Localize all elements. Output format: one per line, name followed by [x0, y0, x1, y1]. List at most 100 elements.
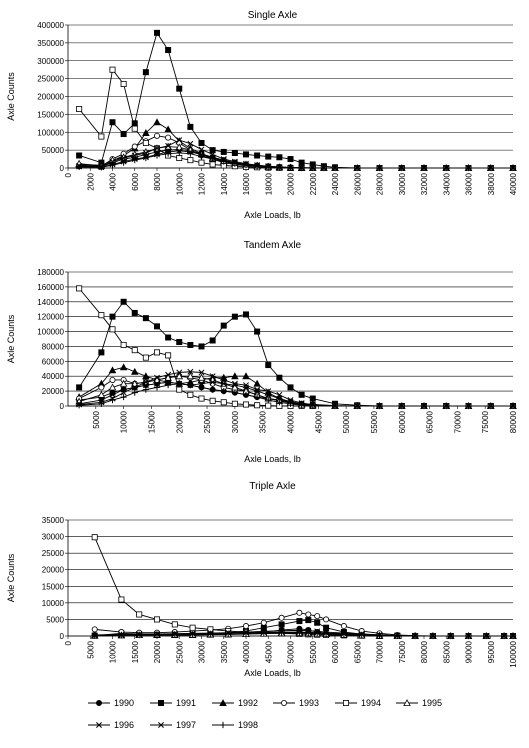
data-point — [298, 391, 305, 398]
x-axis-label: Axle Loads, lb — [244, 210, 301, 220]
legend-item-1991: 1991 — [150, 698, 196, 708]
data-point — [76, 285, 83, 292]
y-tick-label: 20000 — [42, 566, 65, 575]
series-1991 — [76, 29, 516, 171]
y-tick-label: 15000 — [42, 582, 65, 591]
series-line — [79, 381, 513, 407]
data-point — [109, 158, 116, 165]
y-tick-label: 180000 — [37, 268, 64, 277]
data-point — [171, 621, 178, 628]
data-point — [164, 125, 172, 133]
data-point — [119, 363, 128, 371]
data-point — [187, 368, 194, 375]
data-point — [197, 373, 206, 381]
data-point — [420, 164, 428, 172]
series-1992 — [75, 118, 517, 172]
data-point — [198, 343, 205, 350]
x-tick-label: 65000 — [426, 410, 435, 433]
data-point — [331, 164, 339, 172]
data-point — [198, 380, 205, 387]
data-point — [323, 616, 330, 623]
data-point — [254, 163, 261, 170]
data-point — [314, 630, 321, 637]
data-point — [142, 354, 149, 361]
data-point — [187, 382, 194, 389]
data-point — [76, 152, 83, 159]
data-point — [331, 402, 339, 410]
data-point — [109, 66, 116, 73]
data-point — [443, 164, 450, 172]
series-1998 — [76, 149, 517, 172]
x-tick-label: 14000 — [220, 172, 229, 195]
data-point — [131, 347, 138, 354]
legend-marker — [95, 700, 102, 706]
x-tick-label: 25000 — [203, 410, 212, 433]
legend-marker-circle-open — [273, 700, 295, 706]
y-tick-label: 50000 — [42, 146, 65, 155]
data-point — [165, 47, 172, 54]
data-point — [394, 632, 401, 639]
data-point — [198, 369, 205, 376]
x-tick-label: 5000 — [86, 640, 95, 658]
data-point — [265, 388, 272, 395]
data-point — [231, 372, 239, 380]
x-tick-label: 0 — [64, 640, 73, 645]
data-point — [309, 164, 316, 172]
x-tick-label: 35000 — [220, 640, 229, 663]
x-tick-label: 40000 — [287, 410, 296, 433]
x-tick-label: 30000 — [231, 410, 240, 433]
data-point — [142, 150, 149, 156]
legend-label: 1990 — [114, 698, 135, 708]
series-line — [78, 31, 513, 169]
x-tick-label: 45000 — [264, 640, 273, 663]
data-point — [265, 362, 272, 369]
legend: 1990 1991 1992 1993 1994 1995 1996 1997 … — [0, 684, 529, 744]
y-tick-label: 80000 — [42, 342, 65, 351]
data-point — [118, 632, 125, 639]
x-tick-label: 30000 — [398, 172, 407, 195]
y-tick-label: 60000 — [42, 357, 65, 366]
data-point — [429, 632, 436, 640]
chart-title: Single Axle — [248, 10, 298, 21]
legend-marker-circle — [88, 700, 110, 706]
data-point — [323, 630, 330, 637]
x-tick-label: 70000 — [453, 410, 462, 433]
y-tick-label: 100000 — [37, 128, 64, 137]
x-tick-label: 55000 — [309, 640, 318, 663]
series-1995 — [75, 142, 517, 172]
data-point — [91, 534, 98, 541]
x-tick-label: 80000 — [509, 410, 518, 433]
x-tick-label: 22000 — [309, 172, 318, 195]
y-tick-label: 35000 — [42, 516, 65, 525]
x-tick-label: 15000 — [147, 410, 156, 433]
data-point — [120, 155, 127, 161]
x-tick-label: 15000 — [131, 640, 140, 663]
data-point — [305, 629, 312, 637]
x-tick-label: 24000 — [331, 172, 340, 195]
data-point — [119, 379, 128, 387]
data-point — [260, 630, 267, 637]
data-point — [209, 161, 216, 168]
data-point — [108, 383, 117, 391]
chart-title: Tandem Axle — [244, 240, 302, 251]
data-point — [276, 399, 283, 406]
x-tick-label: 65000 — [353, 640, 362, 663]
data-point — [109, 326, 116, 333]
data-point — [165, 382, 172, 389]
data-point — [175, 143, 184, 151]
data-point — [187, 140, 194, 147]
data-point — [265, 153, 272, 160]
data-point — [187, 123, 194, 130]
y-tick-label: 350000 — [37, 39, 64, 48]
data-point — [305, 617, 312, 624]
y-tick-label: 20000 — [42, 387, 65, 396]
x-tick-label: 26000 — [353, 172, 362, 195]
y-tick-label: 140000 — [37, 298, 64, 307]
legend-item-1992: 1992 — [212, 698, 258, 708]
data-point — [447, 632, 454, 640]
x-tick-label: 18000 — [264, 172, 273, 195]
legend-label: 1994 — [361, 698, 382, 708]
legend-marker — [158, 722, 164, 728]
data-point — [153, 152, 161, 159]
data-point — [176, 338, 183, 345]
